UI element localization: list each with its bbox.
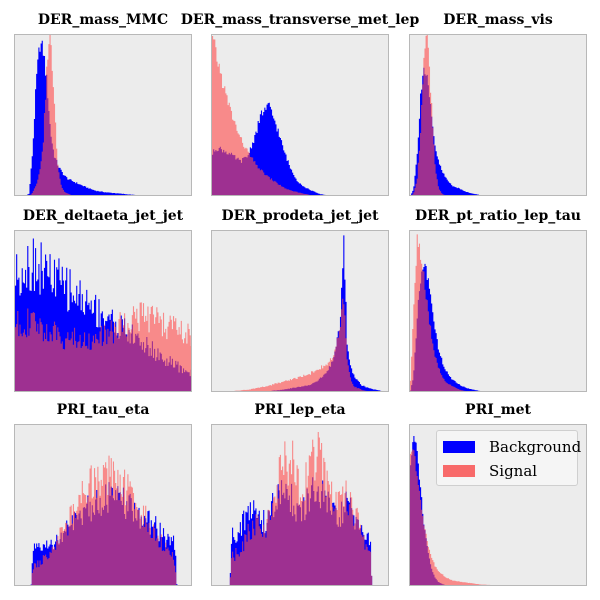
histogram-panel-6 <box>409 230 587 392</box>
histogram-panel-4 <box>14 230 192 392</box>
panel-title-1: DER_mass_MMC <box>37 12 169 28</box>
series-background-area <box>269 235 382 391</box>
panel-title-9: PRI_met <box>465 402 531 418</box>
legend-label-signal: Signal <box>489 462 538 480</box>
histogram-plot-9 <box>410 436 492 585</box>
series-signal-area <box>412 35 445 195</box>
histogram-plot-1 <box>27 35 136 195</box>
histogram-panel-1 <box>14 34 192 196</box>
series-signal-area <box>229 431 373 585</box>
series-signal-area <box>410 234 466 391</box>
panel-title-6: DER_pt_ratio_lep_tau <box>414 208 581 224</box>
histogram-plot-2 <box>212 35 326 195</box>
histogram-plot-5 <box>234 235 382 391</box>
histogram-panel-2 <box>211 34 389 196</box>
legend-entry-background: Background <box>443 438 581 456</box>
panel-title-8: PRI_lep_eta <box>254 402 346 418</box>
histogram-plot-3 <box>411 35 479 195</box>
legend: Background Signal <box>436 430 581 486</box>
legend-label-background: Background <box>489 438 582 456</box>
histogram-plot-4 <box>15 238 191 391</box>
panel-title-4: DER_deltaeta_jet_jet <box>22 208 184 224</box>
histogram-panel-7 <box>14 424 192 586</box>
panel-title-3: DER_mass_vis <box>443 12 553 28</box>
legend-swatch-background <box>443 441 475 453</box>
legend-entry-signal: Signal <box>443 462 537 480</box>
series-signal-area <box>212 35 310 195</box>
histogram-plot-6 <box>410 234 481 391</box>
series-signal-area <box>15 302 191 391</box>
panel-title-2: DER_mass_transverse_met_lep <box>180 12 420 28</box>
series-signal-area <box>31 455 177 585</box>
legend-swatch-signal <box>443 465 475 477</box>
panel-title-5: DER_prodeta_jet_jet <box>221 208 379 224</box>
series-signal-area <box>30 35 71 195</box>
histogram-panel-5 <box>211 230 389 392</box>
histogram-panel-3 <box>409 34 587 196</box>
series-signal-area <box>410 449 492 585</box>
histogram-panel-8 <box>211 424 389 586</box>
panel-title-7: PRI_tau_eta <box>56 402 150 418</box>
series-signal-area <box>234 298 367 391</box>
histogram-plot-8 <box>229 431 373 585</box>
histogram-plot-7 <box>30 455 178 585</box>
